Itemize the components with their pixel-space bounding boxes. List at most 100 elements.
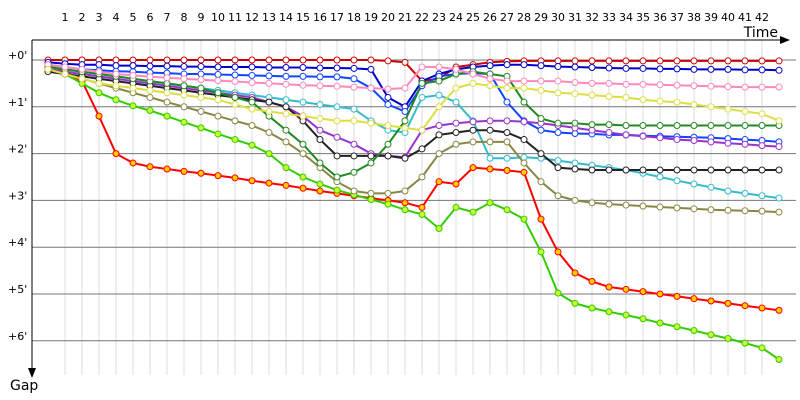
data-point xyxy=(401,107,409,115)
data-point xyxy=(146,163,154,171)
data-point xyxy=(197,93,205,101)
data-point xyxy=(112,150,120,158)
data-point xyxy=(673,81,681,89)
data-point xyxy=(367,119,375,127)
data-point xyxy=(775,208,783,216)
data-point xyxy=(282,103,290,111)
data-point xyxy=(248,122,256,130)
data-point xyxy=(758,207,766,215)
data-point xyxy=(775,356,783,364)
data-point xyxy=(503,129,511,137)
data-point xyxy=(299,72,307,80)
data-point xyxy=(435,103,443,111)
data-point xyxy=(214,112,222,120)
data-point xyxy=(350,75,358,83)
data-point xyxy=(129,84,137,92)
data-point xyxy=(95,79,103,87)
data-point xyxy=(231,174,239,182)
x-tick-label: 2 xyxy=(79,11,86,24)
data-point xyxy=(639,122,647,130)
data-point xyxy=(486,154,494,162)
data-point xyxy=(44,65,52,73)
data-point xyxy=(452,203,460,211)
data-point xyxy=(639,202,647,210)
data-point xyxy=(486,165,494,173)
data-point xyxy=(503,61,511,69)
data-point xyxy=(707,57,715,65)
data-point xyxy=(316,159,324,167)
data-point xyxy=(520,61,528,69)
x-tick-label: 32 xyxy=(585,11,599,24)
data-point xyxy=(673,65,681,73)
data-point xyxy=(775,83,783,91)
data-point xyxy=(605,57,613,65)
data-point xyxy=(231,100,239,108)
data-point xyxy=(333,64,341,72)
data-point xyxy=(707,206,715,214)
data-point xyxy=(520,118,528,126)
data-point xyxy=(163,165,171,173)
data-point xyxy=(333,173,341,181)
data-point xyxy=(741,140,749,148)
data-point xyxy=(758,344,766,352)
x-tick-label: 13 xyxy=(262,11,276,24)
data-point xyxy=(673,98,681,106)
data-point xyxy=(384,140,392,148)
data-point xyxy=(452,65,460,73)
data-point xyxy=(656,319,664,327)
data-point xyxy=(350,83,358,91)
data-point xyxy=(537,77,545,85)
data-point xyxy=(163,56,171,64)
data-point xyxy=(384,57,392,65)
data-point xyxy=(503,166,511,174)
data-point xyxy=(401,117,409,125)
data-point xyxy=(639,132,647,140)
data-point xyxy=(537,215,545,223)
data-point xyxy=(520,153,528,161)
data-point xyxy=(469,126,477,134)
data-point xyxy=(724,57,732,65)
data-point xyxy=(469,164,477,172)
data-point xyxy=(95,68,103,76)
data-point xyxy=(673,122,681,130)
data-point xyxy=(61,63,69,71)
data-point xyxy=(554,63,562,71)
data-point xyxy=(231,56,239,64)
data-point xyxy=(333,103,341,111)
data-point xyxy=(656,65,664,73)
data-point xyxy=(588,57,596,65)
data-point xyxy=(741,122,749,130)
data-point xyxy=(605,121,613,129)
data-point xyxy=(367,195,375,203)
data-point xyxy=(401,206,409,214)
y-tick-label: +0' xyxy=(8,49,27,62)
x-tick-label: 22 xyxy=(415,11,429,24)
data-point xyxy=(180,91,188,99)
data-point xyxy=(112,82,120,90)
data-point xyxy=(758,166,766,174)
x-tick-label: 11 xyxy=(228,11,242,24)
x-tick-label: 25 xyxy=(466,11,480,24)
data-point xyxy=(299,63,307,71)
data-point xyxy=(401,154,409,162)
data-point xyxy=(316,100,324,108)
data-point xyxy=(333,73,341,81)
data-point xyxy=(486,82,494,90)
data-point xyxy=(197,124,205,132)
x-tick-label: 4 xyxy=(113,11,120,24)
data-point xyxy=(588,199,596,207)
data-point xyxy=(758,83,766,91)
data-point xyxy=(282,138,290,146)
y-tick-label: +4' xyxy=(8,236,27,249)
x-tick-label: 15 xyxy=(296,11,310,24)
data-point xyxy=(520,168,528,176)
data-point xyxy=(690,166,698,174)
data-point xyxy=(180,63,188,71)
data-point xyxy=(758,110,766,118)
data-point xyxy=(299,173,307,181)
x-tick-label: 40 xyxy=(721,11,735,24)
data-point xyxy=(384,189,392,197)
data-point xyxy=(129,71,137,79)
data-point xyxy=(197,70,205,78)
